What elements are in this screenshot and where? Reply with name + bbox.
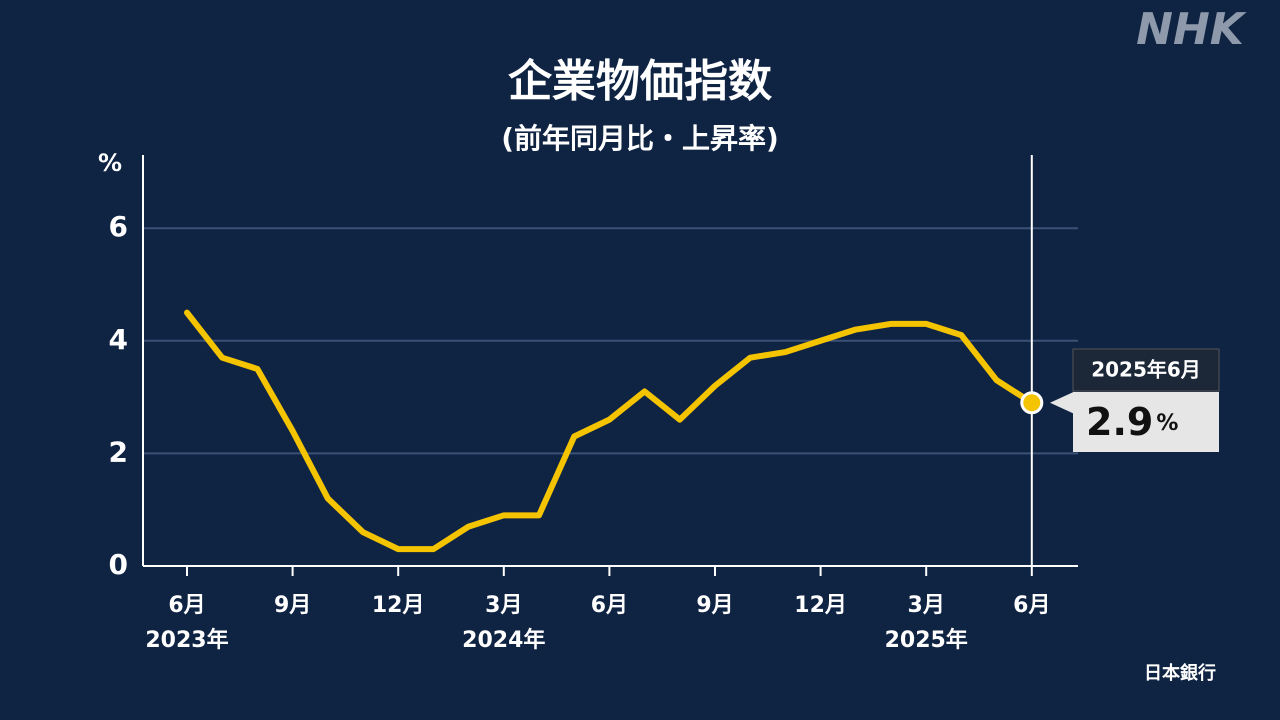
x-year-label: 2024年 — [462, 627, 545, 653]
x-year-label: 2025年 — [885, 627, 968, 653]
x-tick-label: 6月 — [168, 593, 205, 618]
y-tick-label: 2 — [109, 435, 128, 468]
x-year-label: 2023年 — [145, 627, 228, 653]
x-tick-label: 9月 — [274, 593, 311, 618]
callout-label: 2025年6月 — [1091, 358, 1201, 382]
callout-pointer — [1050, 391, 1074, 414]
source: 日本銀行 — [1144, 662, 1216, 684]
x-tick-label: 3月 — [485, 593, 522, 618]
callout-value: 2.9% — [1086, 400, 1178, 444]
x-tick-label: 9月 — [696, 593, 733, 618]
data-line — [184, 309, 1035, 553]
x-tick-label: 12月 — [372, 593, 425, 618]
callout-body — [1073, 392, 1219, 452]
chart-subtitle: (前年同月比・上昇率) — [501, 122, 779, 155]
x-tick-label: 12月 — [794, 593, 847, 618]
y-axis-label: % — [98, 149, 122, 177]
y-tick-label: 4 — [109, 323, 128, 356]
x-tick-label: 6月 — [1013, 593, 1050, 618]
y-tick-label: 6 — [109, 210, 128, 243]
chart-title: 企業物価指数 — [508, 56, 772, 107]
logo: NHK — [1136, 4, 1247, 55]
callout-unit: % — [1156, 411, 1178, 436]
y-tick-label: 0 — [109, 548, 128, 581]
x-tick-label: 6月 — [591, 593, 628, 618]
callout-number: 2.9 — [1086, 400, 1153, 444]
callout-header — [1072, 348, 1220, 392]
x-tick-label: 3月 — [908, 593, 945, 618]
data-point — [1020, 391, 1044, 415]
